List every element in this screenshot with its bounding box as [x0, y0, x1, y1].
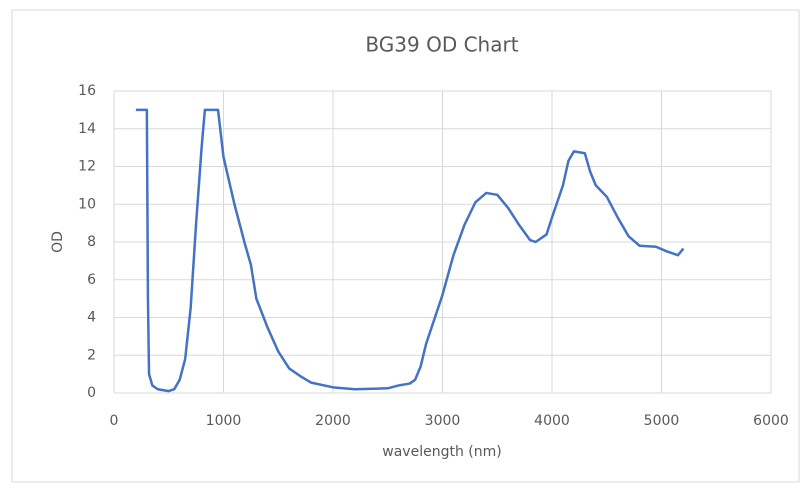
y-tick-label: 10	[78, 196, 96, 212]
y-tick-label: 4	[87, 310, 96, 326]
y-tick-label: 14	[78, 121, 96, 137]
y-tick-label: 12	[78, 159, 96, 175]
x-axis-title: wavelength (nm)	[382, 444, 501, 460]
data-line	[135, 108, 685, 393]
y-tick-label: 6	[87, 272, 96, 288]
x-tick-label: 4000	[534, 413, 570, 429]
x-tick-label: 6000	[753, 413, 789, 429]
x-tick-label: 1000	[206, 413, 242, 429]
x-tick-label: 3000	[425, 413, 461, 429]
chart-title: BG39 OD Chart	[365, 33, 518, 57]
y-axis-title: OD	[50, 231, 66, 253]
x-tick-label: 2000	[315, 413, 351, 429]
y-tick-label: 2	[87, 347, 96, 363]
y-tick-label: 0	[87, 385, 96, 401]
x-tick-label: 0	[110, 413, 119, 429]
y-tick-label: 8	[87, 234, 96, 250]
y-tick-label: 16	[78, 83, 96, 99]
x-tick-label: 5000	[644, 413, 680, 429]
chart-border	[11, 9, 800, 483]
